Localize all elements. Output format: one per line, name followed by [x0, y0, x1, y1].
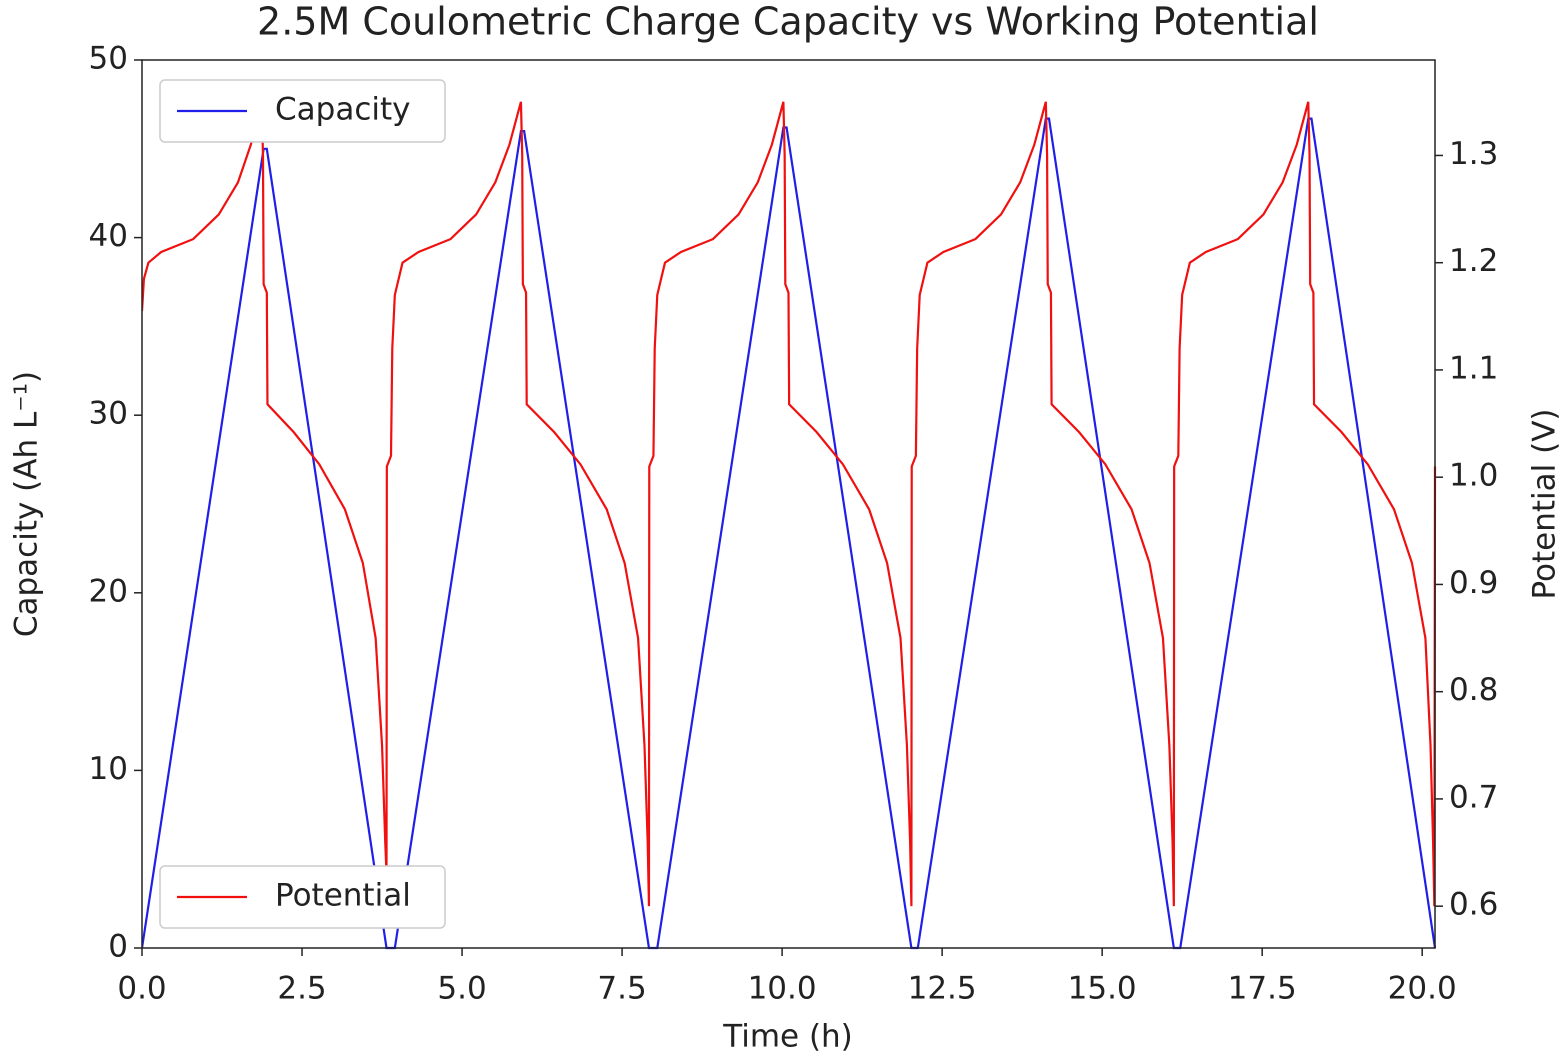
x-tick-label: 20.0 — [1388, 971, 1457, 1007]
plot-frame — [141, 59, 1436, 949]
x-tick-label: 5.0 — [437, 971, 486, 1007]
y2-tick-label: 1.2 — [1449, 243, 1498, 279]
legend-label: Capacity — [275, 92, 410, 128]
x-tick-label: 2.5 — [277, 971, 326, 1007]
y2-tick-label: 1.1 — [1449, 350, 1498, 386]
y-tick-label: 40 — [89, 218, 128, 254]
legend-box — [159, 865, 446, 929]
y2-tick-label: 0.8 — [1449, 672, 1498, 708]
x-tick-label: 15.0 — [1068, 971, 1137, 1007]
legend-label: Potential — [275, 878, 411, 914]
chart-title: 2.5M Coulometric Charge Capacity vs Work… — [257, 0, 1319, 44]
x-axis-label: Time (h) — [722, 1019, 853, 1055]
series-line — [142, 117, 1437, 950]
y-tick-label: 30 — [89, 396, 128, 432]
y2-tick-label: 0.9 — [1449, 565, 1498, 601]
x-tick-label: 10.0 — [748, 971, 817, 1007]
x-tick-label: 17.5 — [1228, 971, 1297, 1007]
y-tick-label: 0 — [108, 929, 128, 965]
x-tick-label: 0.0 — [117, 971, 166, 1007]
series-line — [142, 101, 1437, 907]
y2-tick-label: 0.6 — [1449, 887, 1498, 923]
x-tick-label: 7.5 — [597, 971, 646, 1007]
y2-axis-label: Potential (V) — [1527, 408, 1563, 599]
y2-tick-label: 1.3 — [1449, 136, 1498, 172]
y-tick-label: 10 — [89, 751, 128, 787]
y-axis-label: Capacity (Ah L⁻¹) — [9, 371, 45, 637]
y2-tick-label: 1.0 — [1449, 458, 1498, 494]
x-tick-label: 12.5 — [908, 971, 977, 1007]
legend-box — [159, 79, 446, 143]
y-tick-label: 20 — [89, 573, 128, 609]
y-tick-label: 50 — [89, 41, 128, 77]
y2-tick-label: 0.7 — [1449, 779, 1498, 815]
